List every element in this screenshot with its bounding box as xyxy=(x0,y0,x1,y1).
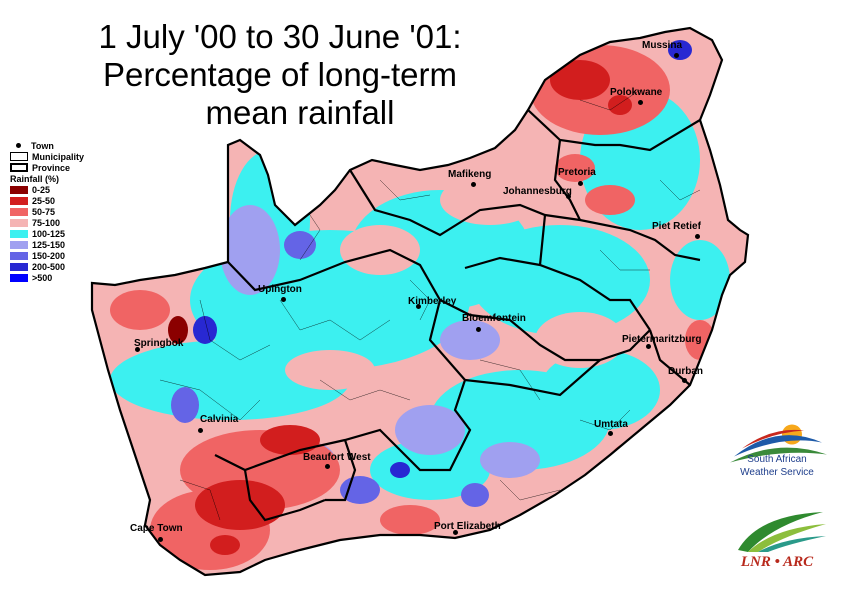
legend-swatch xyxy=(10,262,28,271)
town-dot xyxy=(471,182,476,187)
town-label: Beaufort West xyxy=(303,452,371,463)
legend-swatch xyxy=(10,251,28,260)
municipality-box-icon xyxy=(10,152,28,161)
legend-class: >500 xyxy=(10,272,84,283)
town-label: Cape Town xyxy=(130,523,183,534)
town-dot xyxy=(325,464,330,469)
legend-class: 25-50 xyxy=(10,195,84,206)
town-dot xyxy=(281,297,286,302)
title-line-3: mean rainfall xyxy=(205,94,395,131)
legend-class-label: >500 xyxy=(32,272,53,283)
town-dot xyxy=(608,431,613,436)
map-legend: Town Municipality Province Rainfall (%) … xyxy=(10,140,84,283)
town-label: Pretoria xyxy=(558,167,596,178)
town-label: Polokwane xyxy=(610,87,663,98)
town-label: Upington xyxy=(258,284,302,295)
town-dot xyxy=(646,344,651,349)
legend-class: 75-100 xyxy=(10,217,84,228)
saws-swoosh-blue xyxy=(734,435,822,457)
town-dot xyxy=(674,53,679,58)
legend-class-label: 75-100 xyxy=(32,217,61,228)
legend-swatch xyxy=(10,273,28,282)
town-dot xyxy=(566,194,571,199)
legend-town: Town xyxy=(10,140,84,151)
legend-province: Province xyxy=(10,162,84,173)
title-line-2: Percentage of long-term xyxy=(102,56,458,93)
lnr-leaf-teal xyxy=(758,536,826,552)
legend-swatch xyxy=(10,196,28,205)
town-label: Mussina xyxy=(642,40,683,51)
town-label: Kimberley xyxy=(408,296,457,307)
title-line-1: 1 July '00 to 30 June '01: xyxy=(98,18,462,55)
saws-swoosh-green xyxy=(730,447,827,463)
town-dot xyxy=(476,327,481,332)
town-dot xyxy=(638,100,643,105)
lnr-arc-name: LNR • ARC xyxy=(740,554,814,570)
town-label: Durban xyxy=(668,366,703,377)
town-dot xyxy=(198,428,203,433)
saws-sun-icon xyxy=(782,424,802,445)
saws-name: South African Weather Service xyxy=(740,454,814,478)
town-label: Piet Retief xyxy=(652,221,701,232)
legend-swatch xyxy=(10,185,28,194)
legend-class-label: 125-150 xyxy=(32,239,66,250)
town-label: Umtata xyxy=(594,419,628,430)
legend-classes: 0-25 25-50 50-75 75-100 100-125 125-150 150-20… xyxy=(10,184,84,283)
province-box-icon xyxy=(10,163,28,172)
legend-class-label: 100-125 xyxy=(32,228,66,239)
legend-municipality: Municipality xyxy=(10,151,84,162)
legend-swatch xyxy=(10,240,28,249)
legend-class: 200-500 xyxy=(10,261,84,272)
legend-class: 125-150 xyxy=(10,239,84,250)
town-label: Calvinia xyxy=(200,414,239,425)
lnr-leaf-lime xyxy=(748,524,826,552)
legend-swatch xyxy=(10,229,28,238)
legend-class: 150-200 xyxy=(10,250,84,261)
map-title: 1 July '00 to 30 June '01: Percentage of… xyxy=(70,18,490,132)
town-label: Johannesburg xyxy=(503,186,572,197)
legend-class: 0-25 xyxy=(10,184,84,195)
town-label: Mafikeng xyxy=(448,169,492,180)
saws-logo xyxy=(730,424,827,463)
saws-swoosh-red xyxy=(742,429,804,449)
town-dot xyxy=(695,234,700,239)
town-dot xyxy=(682,378,687,383)
town-dot xyxy=(453,530,458,535)
town-label: Pietermaritzburg xyxy=(622,334,702,345)
legend-swatch xyxy=(10,207,28,216)
town-dot xyxy=(416,304,421,309)
town-label: Bloemfontein xyxy=(462,313,526,324)
legend-class-label: 50-75 xyxy=(32,206,56,217)
legend-class: 50-75 xyxy=(10,206,84,217)
legend-class-label: 0-25 xyxy=(32,184,51,195)
town-dot xyxy=(135,347,140,352)
legend-class-label: 200-500 xyxy=(32,261,66,272)
lnr-leaf-green xyxy=(738,512,823,552)
legend-class: 100-125 xyxy=(10,228,84,239)
legend-class-label: 150-200 xyxy=(32,250,66,261)
legend-heading: Rainfall (%) xyxy=(10,173,60,184)
town-dot xyxy=(578,181,583,186)
lnr-arc-logo xyxy=(738,512,826,552)
town-label: Port Elizabeth xyxy=(434,521,501,532)
town-dot xyxy=(158,537,163,542)
legend-class-label: 25-50 xyxy=(32,195,56,206)
town-dot-icon xyxy=(16,143,21,148)
legend-swatch xyxy=(10,218,28,227)
town-label: Springbok xyxy=(134,338,184,349)
